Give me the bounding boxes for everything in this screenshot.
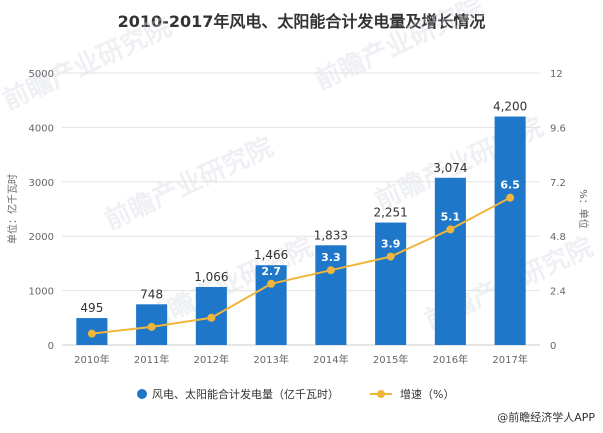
bar (255, 265, 287, 345)
watermark-text: 前瞻产业研究院 (310, 0, 488, 96)
bar (375, 222, 407, 345)
chart-title: 2010-2017年风电、太阳能合计发电量及增长情况 (117, 12, 486, 31)
bar-value-label: 1,066 (194, 270, 228, 284)
growth-value-label: 2.7 (261, 265, 281, 278)
legend-line-marker (377, 390, 385, 398)
growth-point (87, 329, 96, 338)
growth-point (506, 193, 515, 202)
legend-bar-marker (137, 389, 147, 399)
growth-line (91, 196, 511, 335)
x-tick-label: 2012年 (194, 353, 229, 366)
growth-value-label: 3.9 (381, 238, 401, 251)
growth-point (446, 225, 455, 234)
x-tick-label: 2014年 (313, 353, 348, 366)
y-left-axis-title: 单位：亿千瓦时 (6, 174, 19, 244)
bar (434, 177, 466, 345)
growth-value-label: 3.3 (321, 251, 341, 264)
source-credit: @前瞻经济学人APP (497, 411, 595, 424)
bar-value-label: 3,074 (433, 161, 467, 175)
growth-point (147, 322, 156, 331)
y-left-tick-label: 1000 (29, 287, 54, 298)
x-tick-label: 2017年 (492, 353, 527, 366)
y-right-tick-label: 2.4 (550, 287, 566, 298)
y-right-tick-label: 0 (550, 341, 556, 352)
y-right-tick-label: 9.6 (550, 123, 566, 134)
x-tick-label: 2011年 (134, 353, 169, 366)
bar-value-label: 1,833 (314, 228, 348, 242)
bar (494, 116, 526, 346)
bar-value-label: 495 (80, 301, 103, 315)
watermark-text: 前瞻产业研究院 (0, 11, 176, 116)
y-right-tick-label: 12 (550, 69, 563, 80)
legend-bar-label: 风电、太阳能合计发电量（亿千瓦时） (152, 387, 339, 401)
bar-value-label: 748 (140, 287, 163, 301)
bar-value-label: 1,466 (254, 248, 288, 262)
bar-value-label: 4,200 (493, 100, 527, 114)
y-left-tick-label: 5000 (29, 69, 54, 80)
growth-point (326, 266, 335, 275)
x-tick-label: 2010年 (74, 353, 109, 366)
y-right-axis-title: %：单位 (577, 189, 590, 229)
x-tick-label: 2015年 (373, 353, 408, 366)
growth-point (386, 252, 395, 261)
y-left-tick-label: 4000 (29, 123, 54, 134)
y-left-tick-label: 0 (48, 341, 54, 352)
growth-point (207, 313, 216, 322)
x-tick-label: 2016年 (433, 353, 468, 366)
x-tick-label: 2013年 (253, 353, 288, 366)
legend-line-label: 增速（%） (400, 387, 454, 401)
growth-value-label: 6.5 (500, 179, 520, 192)
bar (315, 245, 347, 345)
y-right-tick-label: 7.2 (550, 178, 566, 189)
y-left-tick-label: 3000 (29, 178, 54, 189)
watermark-text: 前瞻产业研究院 (100, 131, 278, 236)
bar-value-label: 2,251 (373, 206, 407, 220)
y-right-tick-label: 4.8 (550, 232, 566, 243)
y-left-tick-label: 2000 (29, 232, 54, 243)
growth-value-label: 5.1 (441, 210, 461, 223)
growth-point (267, 279, 276, 288)
